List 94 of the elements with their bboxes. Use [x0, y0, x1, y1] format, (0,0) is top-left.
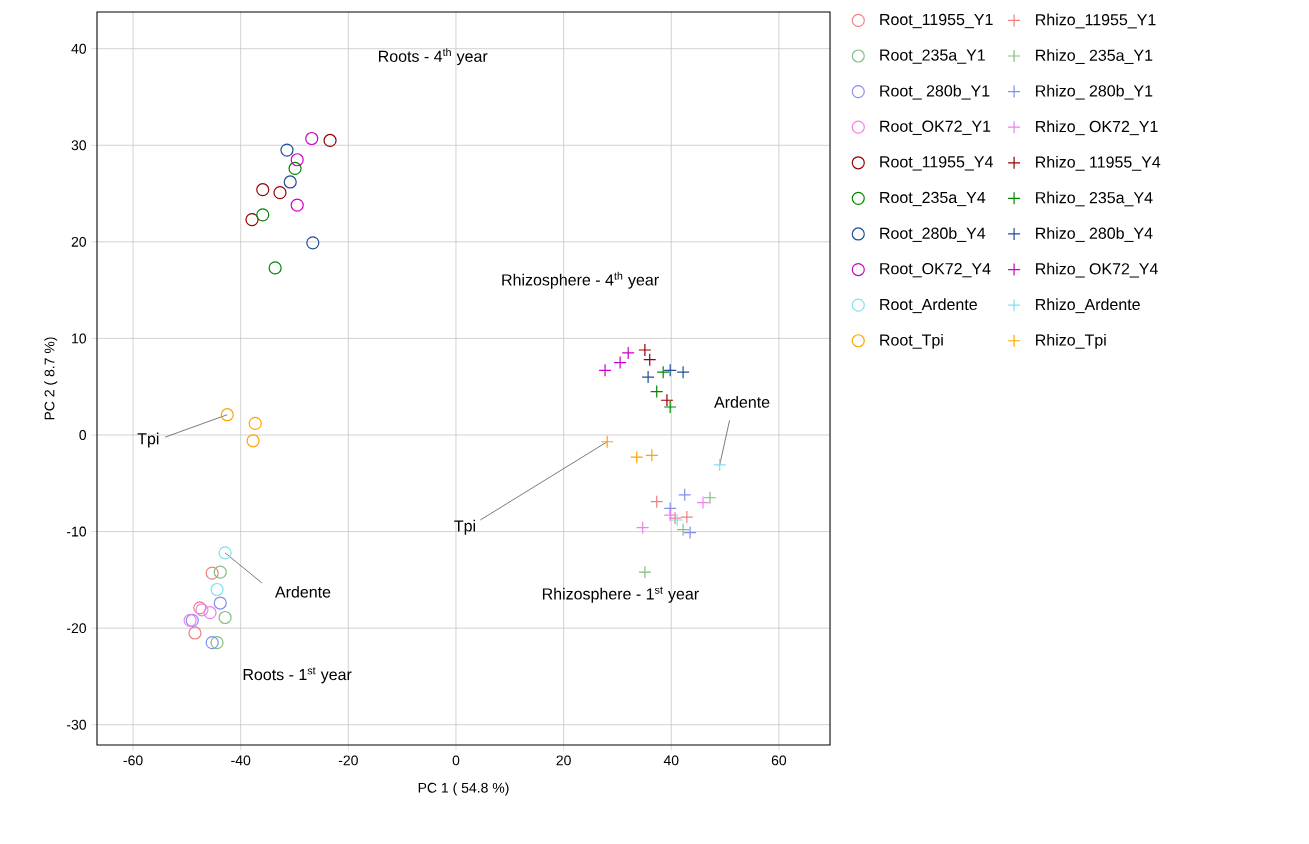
legend-label: Rhizo_Tpi	[1036, 333, 1106, 349]
point	[220, 408, 234, 422]
point	[683, 525, 697, 540]
y-tick-label: 10	[72, 333, 87, 344]
annotation: Ardente	[274, 585, 331, 598]
point	[703, 491, 717, 505]
point	[256, 208, 270, 222]
annotation: Rhizosphere - 1$^{st}$ year	[542, 586, 699, 603]
point	[210, 636, 224, 650]
point	[205, 566, 219, 580]
annotation: Tpi	[454, 519, 475, 535]
annotation: Roots - 1$^{st}$ year	[243, 667, 352, 684]
point	[256, 183, 270, 197]
legend-label: Root_280b_Y4	[880, 227, 986, 242]
y-tick-label: -10	[67, 526, 87, 537]
legend-label: Rhizo_ 280b_Y4	[1036, 227, 1153, 242]
annotation: Rhizosphere - 4$^{th}$ year	[502, 271, 659, 289]
legend-label: Rhizo_ 235a_Y1	[1036, 49, 1153, 64]
point	[638, 565, 652, 579]
point	[218, 610, 232, 625]
point	[188, 626, 202, 640]
point	[248, 416, 262, 431]
point	[680, 510, 694, 524]
annotation: Roots - 4$^{th}$ year	[379, 48, 488, 66]
point	[650, 384, 664, 399]
legend-label: Root_11955_Y1	[880, 13, 993, 29]
legend-label: Root_11955_Y4	[880, 156, 993, 171]
point	[323, 133, 337, 148]
annotation: Ardente	[714, 396, 770, 408]
point	[306, 236, 320, 250]
point	[663, 400, 677, 414]
y-axis-title: PC 2 ( 8.7 %)	[44, 337, 58, 420]
point	[678, 488, 692, 502]
point	[268, 261, 282, 275]
annotation: Tpi	[137, 432, 159, 448]
point	[273, 186, 287, 200]
point	[600, 435, 614, 449]
legend-label: Root_Tpi	[880, 333, 943, 349]
point	[636, 521, 650, 535]
point	[663, 363, 677, 377]
point	[246, 434, 260, 448]
point	[283, 175, 297, 189]
point	[288, 161, 302, 176]
point	[663, 508, 677, 522]
point	[676, 523, 690, 537]
x-tick-label: -40	[231, 755, 251, 766]
legend-label: Root_235a_Y4	[880, 191, 986, 207]
x-tick-label: -20	[338, 755, 358, 766]
legend-label: Rhizo_11955_Y1	[1036, 13, 1156, 29]
point	[645, 448, 659, 462]
legend-label: Rhizo_ 280b_Y1	[1036, 84, 1153, 100]
x-tick-label: 0	[452, 755, 460, 766]
point	[613, 355, 627, 370]
point	[696, 496, 710, 510]
point	[280, 143, 294, 157]
legend-label: Rhizo_ 11955_Y4	[1036, 155, 1161, 171]
legend-label: Rhizo_ OK72_Y1	[1036, 120, 1158, 136]
x-tick-label: 60	[771, 755, 787, 766]
y-tick-label: 40	[71, 43, 87, 54]
point	[713, 458, 727, 472]
point	[643, 353, 657, 367]
point	[213, 565, 227, 579]
x-tick-label: 40	[663, 755, 679, 766]
legend-label: Root_235a_Y1	[880, 49, 985, 64]
x-tick-label: 20	[556, 755, 571, 766]
legend-label: Rhizo_ OK72_Y4	[1036, 262, 1158, 278]
x-tick-label: -60	[123, 755, 143, 766]
point	[218, 546, 232, 560]
x-axis-title: PC 1 ( 54.8 %)	[418, 782, 509, 796]
point	[203, 606, 217, 620]
y-tick-label: 0	[79, 430, 87, 440]
y-tick-label: -30	[67, 719, 87, 730]
point	[650, 495, 664, 509]
legend-label: Root_OK72_Y4	[880, 262, 991, 278]
legend-label: Root_OK72_Y1	[880, 120, 991, 135]
point	[630, 450, 644, 464]
legend-label: Rhizo_ 235a_Y4	[1036, 191, 1153, 207]
point	[305, 131, 319, 146]
point	[213, 596, 227, 610]
point	[290, 198, 304, 212]
legend-label: Root_ 280b_Y1	[880, 84, 990, 100]
point	[205, 636, 219, 650]
point	[656, 365, 670, 379]
point	[290, 153, 304, 167]
point	[210, 582, 224, 597]
point	[598, 363, 612, 377]
point	[676, 365, 690, 379]
legend-label: Rhizo_Ardente	[1036, 298, 1140, 314]
y-tick-label: -20	[67, 623, 87, 634]
legend-label: Root_Ardente	[880, 298, 977, 314]
y-tick-label: 20	[71, 236, 87, 247]
point	[660, 393, 674, 407]
y-tick-label: 30	[71, 140, 87, 151]
point	[245, 213, 259, 227]
